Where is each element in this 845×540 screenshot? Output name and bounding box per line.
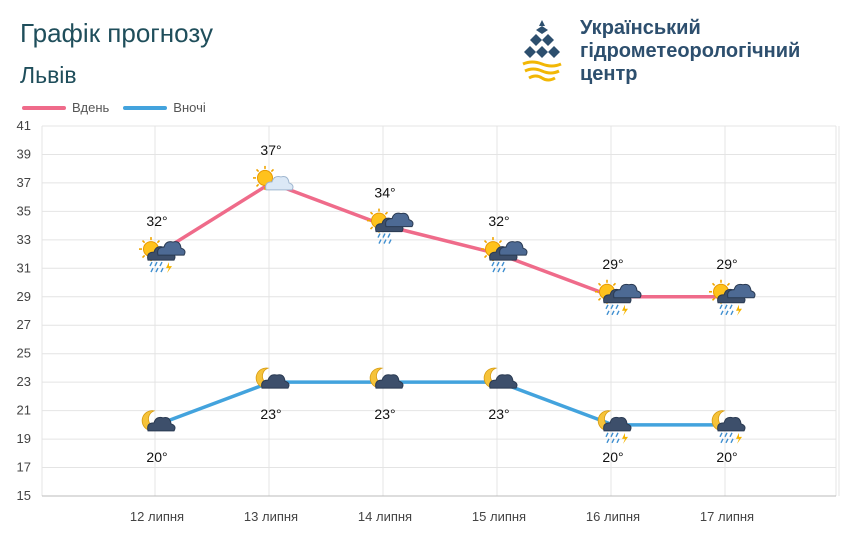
y-tick-label: 29 [17,289,31,304]
y-tick-label: 19 [17,431,31,446]
water-drop-logo-icon [522,20,562,82]
data-label: 20° [146,449,167,465]
moon-cloud-icon [255,367,290,389]
organization-name: Український гідрометеорологічний центр [580,17,800,86]
y-tick-label: 39 [17,146,31,161]
data-label: 23° [488,406,509,422]
data-label: 20° [602,449,623,465]
chart-grid [41,125,840,497]
org-name-line: гідрометеорологічний [580,39,801,62]
y-tick-label: 31 [17,260,31,275]
legend-swatch-day [22,105,66,110]
moon-cloud-rain-thunder-icon [711,410,746,444]
page-title: Графік прогнозу [20,18,213,48]
y-tick-label: 17 [17,460,31,475]
y-tick-label: 41 [17,118,31,133]
organization-logo: Український гідрометеорологічний центр [518,16,800,86]
sun-cloud-rain-thunder-icon [709,279,756,316]
data-label: 29° [602,256,623,272]
data-label: 37° [260,142,281,158]
y-tick-label: 25 [17,346,31,361]
y-tick-label: 23 [17,374,31,389]
y-tick-label: 21 [17,403,31,418]
sun-cloud-rain-thunder-icon [595,279,642,316]
legend-label-night: Вночі [173,100,206,115]
data-label: 32° [488,213,509,229]
moon-cloud-icon [483,367,518,389]
y-tick-label: 37 [17,175,31,190]
moon-cloud-icon [141,410,176,432]
x-tick-label: 17 липня [700,509,754,524]
legend-swatch-night [123,105,168,110]
city-name: Львів [20,62,77,88]
moon-cloud-icon [369,367,404,389]
chart-legend: Вдень Вночі [22,100,220,115]
data-label: 20° [716,449,737,465]
sun-cloud-icon [253,165,294,191]
y-tick-label: 35 [17,203,31,218]
legend-item-day: Вдень [22,100,109,115]
sun-cloud-rain-thunder-icon [139,237,186,274]
x-tick-label: 12 липня [130,509,184,524]
x-tick-label: 16 липня [586,509,640,524]
data-label: 23° [260,406,281,422]
data-label: 32° [146,213,167,229]
sun-cloud-rain-icon [481,237,528,273]
y-tick-label: 33 [17,232,31,247]
data-label: 23° [374,406,395,422]
y-tick-label: 15 [17,488,31,503]
y-tick-label: 27 [17,317,31,332]
x-tick-label: 14 липня [358,509,412,524]
data-label: 34° [374,185,395,201]
org-name-line: центр [580,62,638,85]
data-label: 29° [716,256,737,272]
sun-cloud-rain-icon [367,208,414,244]
org-name-line: Український [580,16,701,39]
legend-item-night: Вночі [123,100,206,115]
series-line-night [156,380,727,427]
moon-cloud-rain-thunder-icon [597,410,632,444]
x-tick-label: 15 липня [472,509,526,524]
x-tick-label: 13 липня [244,509,298,524]
legend-label-day: Вдень [72,100,110,115]
